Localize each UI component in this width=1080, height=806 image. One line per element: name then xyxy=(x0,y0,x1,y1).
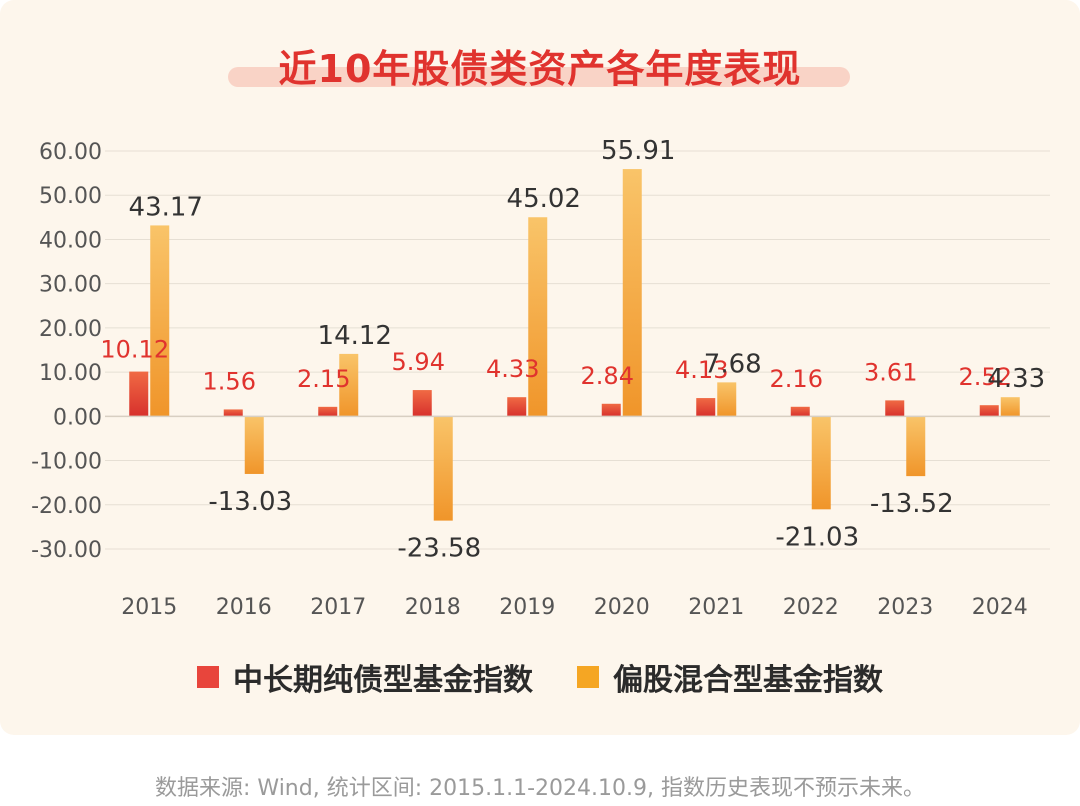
data-label-bond: 2.16 xyxy=(770,365,823,393)
title-highlight xyxy=(228,67,850,87)
bar-bond-2016 xyxy=(223,409,243,417)
chart-card: 近10年股债类资产各年度表现 60.00 50.00 40.00 30.00 20.00… xyxy=(0,0,1080,735)
data-label-bond: 5.94 xyxy=(392,348,445,376)
legend-swatch-equity xyxy=(577,666,599,688)
x-tick-label: 2015 xyxy=(121,595,177,620)
bar-chart: 60.00 50.00 40.00 30.00 20.00 10.00 0.00 -10.00… xyxy=(31,136,1050,620)
y-tick-label: 60.00 xyxy=(39,140,102,165)
bar-equity-2016 xyxy=(244,416,264,474)
title-area: 近10年股债类资产各年度表现 xyxy=(0,30,1080,100)
bar-bond-2022 xyxy=(790,406,810,417)
chart-title: 近10年股债类资产各年度表现 xyxy=(278,47,802,91)
x-tick-label: 2018 xyxy=(405,595,461,620)
bar-equity-2018 xyxy=(433,416,453,521)
data-label-bond: 1.56 xyxy=(203,367,256,395)
data-label-bond: 2.84 xyxy=(581,362,634,390)
x-tick-label: 2016 xyxy=(216,595,272,620)
bar-bond-2020 xyxy=(601,403,621,417)
y-tick-label: -10.00 xyxy=(31,450,102,475)
legend-label-bond: 中长期纯债型基金指数 xyxy=(233,663,533,698)
bar-bond-2023 xyxy=(885,400,905,417)
bar-equity-2020 xyxy=(622,169,642,417)
bar-bond-2015 xyxy=(129,371,149,417)
bar-equity-2024 xyxy=(1000,397,1020,417)
y-tick-label: 30.00 xyxy=(39,273,102,298)
y-tick-label: 0.00 xyxy=(53,405,102,430)
y-tick-label: 40.00 xyxy=(39,228,102,253)
bar-bond-2018 xyxy=(412,390,432,417)
bar-equity-2023 xyxy=(906,416,926,477)
data-label-equity: 45.02 xyxy=(507,184,581,214)
legend-item-equity: 偏股混合型基金指数 xyxy=(577,655,883,699)
bar-equity-2017 xyxy=(339,353,359,417)
y-tick-label: -30.00 xyxy=(31,538,102,563)
bar-equity-2019 xyxy=(528,217,548,417)
x-tick-label: 2021 xyxy=(688,595,744,620)
legend: 中长期纯债型基金指数 偏股混合型基金指数 xyxy=(0,655,1080,699)
bar-equity-2021 xyxy=(717,382,737,417)
data-label-equity: 4.33 xyxy=(987,364,1045,394)
data-label-equity: 14.12 xyxy=(318,321,392,351)
x-tick-label: 2019 xyxy=(499,595,555,620)
bar-bond-2017 xyxy=(318,406,338,417)
legend-item-bond: 中长期纯债型基金指数 xyxy=(197,655,533,699)
data-label-bond: 4.33 xyxy=(486,355,539,383)
bar-bond-2021 xyxy=(696,398,716,417)
x-tick-label: 2020 xyxy=(594,595,650,620)
y-tick-label: 20.00 xyxy=(39,317,102,342)
x-tick-label: 2022 xyxy=(783,595,839,620)
x-tick-label: 2017 xyxy=(310,595,366,620)
y-tick-label: 10.00 xyxy=(39,361,102,386)
bar-equity-2015 xyxy=(150,225,170,417)
data-label-equity: 55.91 xyxy=(601,136,675,166)
bar-bond-2019 xyxy=(507,397,527,417)
footnote: 数据来源: Wind, 统计区间: 2015.1.1-2024.10.9, 指数… xyxy=(155,776,925,801)
bar-equity-2022 xyxy=(811,416,831,510)
y-tick-label: -20.00 xyxy=(31,494,102,519)
data-label-equity: 43.17 xyxy=(129,192,203,222)
data-label-bond: 2.15 xyxy=(297,365,350,393)
data-label-bond: 2.52 xyxy=(959,363,1012,391)
data-label-bond: 4.13 xyxy=(675,356,728,384)
legend-label-equity: 偏股混合型基金指数 xyxy=(613,663,883,698)
bar-bond-2024 xyxy=(979,405,999,417)
data-label-equity: -21.03 xyxy=(775,522,859,552)
data-label-bond: 3.61 xyxy=(864,358,917,386)
data-label-equity: -13.03 xyxy=(208,487,292,517)
x-tick-label: 2024 xyxy=(972,595,1028,620)
y-tick-label: 50.00 xyxy=(39,184,102,209)
data-label-equity: -23.58 xyxy=(397,534,481,564)
data-label-bond: 10.12 xyxy=(100,336,169,364)
x-tick-label: 2023 xyxy=(877,595,933,620)
data-label-equity: 7.68 xyxy=(704,349,762,379)
data-label-equity: -13.52 xyxy=(870,489,954,519)
legend-swatch-bond xyxy=(197,666,219,688)
